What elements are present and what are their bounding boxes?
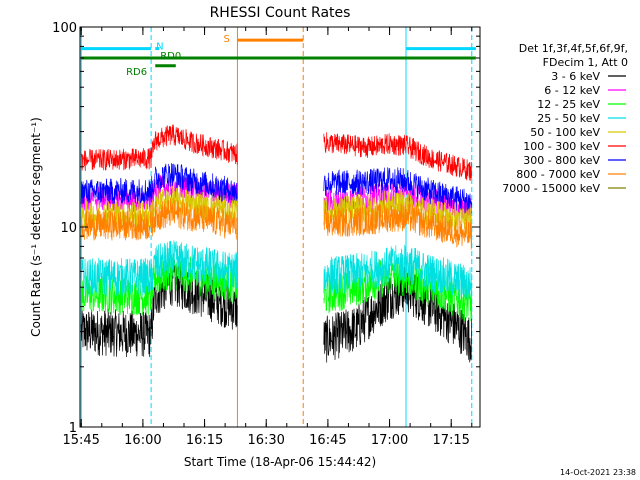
legend-header-line: FDecim 1, Att 0: [543, 56, 628, 69]
series-lines: [80, 124, 473, 363]
x-tick-label: 17:00: [371, 433, 408, 448]
chart-title: RHESSI Count Rates: [210, 5, 351, 21]
flag-label-s: S: [223, 34, 229, 45]
legend-label: 50 - 100 keV: [530, 126, 600, 139]
series-line-800-7000-kev: [80, 198, 473, 250]
y-tick-label: 10: [60, 221, 77, 236]
y-tick-label: 1: [69, 421, 77, 436]
legend-label: 12 - 25 keV: [537, 98, 600, 111]
flag-label-n: N: [156, 42, 163, 53]
footer-timestamp: 14-Oct-2021 23:38: [560, 468, 636, 477]
x-tick-label: 17:15: [432, 433, 469, 448]
legend-label: 100 - 300 keV: [523, 140, 600, 153]
legend-label: 800 - 7000 keV: [516, 168, 600, 181]
flag-label-rd0: RD0: [160, 51, 181, 62]
x-tick-label: 16:15: [186, 433, 223, 448]
series-line-100-300-kev: [80, 124, 473, 181]
legend-label: 6 - 12 keV: [544, 84, 600, 97]
flag-bars: N S RD6 RD0: [81, 34, 476, 78]
legend-header-line: Det 1f,3f,4f,5f,6f,9f,: [519, 42, 628, 55]
x-axis-label: Start Time (18-Apr-06 15:44:42): [184, 455, 376, 469]
legend-label: 25 - 50 keV: [537, 112, 600, 125]
legend-label: 300 - 800 keV: [523, 154, 600, 167]
flag-label-rd6: RD6: [126, 67, 147, 78]
y-tick-label: 100: [52, 21, 77, 36]
axes: 15:45 16:00 16:15 16:30 16:45 17:00 17:15 1 10 10…: [52, 21, 480, 448]
legend-label: 3 - 6 keV: [551, 70, 600, 83]
series-line-300-800-kev: [80, 163, 473, 214]
y-axis-label: Count Rate (s⁻¹ detector segment⁻¹): [29, 117, 43, 337]
x-tick-label: 15:45: [62, 433, 99, 448]
x-tick-label: 16:00: [124, 433, 161, 448]
x-tick-label: 16:45: [309, 433, 346, 448]
x-tick-label: 16:30: [247, 433, 284, 448]
series-line-25-50-kev: [80, 240, 473, 301]
legend: Det 1f,3f,4f,5f,6f,9f,FDecim 1, Att 03 -…: [502, 42, 628, 195]
legend-label: 7000 - 15000 keV: [502, 182, 600, 195]
